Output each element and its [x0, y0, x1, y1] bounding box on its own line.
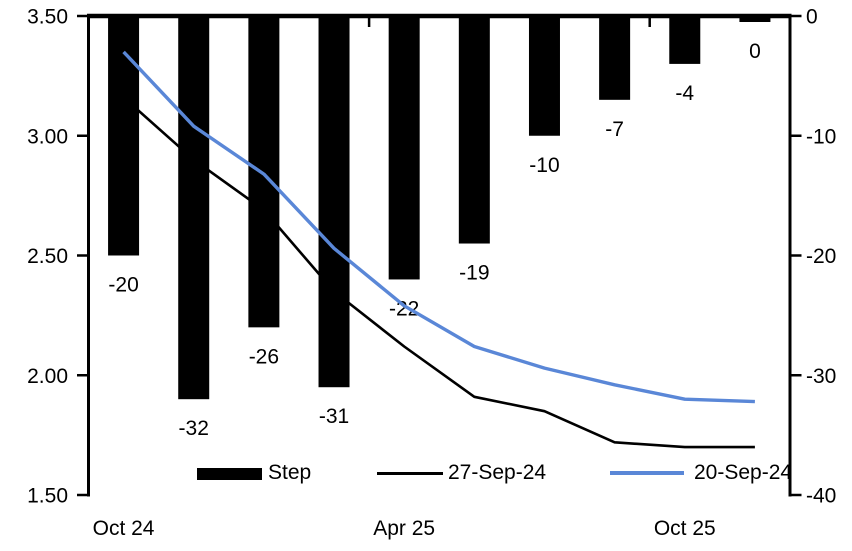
- bar-data-label: -20: [108, 274, 138, 297]
- bar-data-label: -10: [529, 154, 559, 177]
- line-series-27-Sep-24: [122, 96, 755, 449]
- step-bar: [318, 14, 350, 388]
- right-axis-label: 0: [806, 6, 818, 29]
- bar-data-label: -32: [179, 417, 209, 440]
- step-bar: [528, 14, 560, 136]
- left-axis-label: 2.50: [27, 245, 68, 268]
- bar-data-label: -19: [459, 262, 489, 285]
- bar-data-label: -22: [389, 297, 419, 320]
- right-axis-label: -40: [806, 485, 836, 508]
- legend-label-20-sep-24: 20-Sep-24: [694, 461, 793, 484]
- line-series-20-Sep-24: [122, 50, 755, 404]
- step-bar: [248, 14, 280, 328]
- x-axis-label: Oct 25: [654, 517, 716, 540]
- bar-data-label: -7: [605, 118, 624, 141]
- step-bar: [178, 14, 210, 400]
- left-axis-label: 3.00: [27, 125, 68, 148]
- step-bar: [388, 14, 420, 280]
- bar-data-label: -31: [319, 405, 349, 428]
- bar-data-label: -4: [675, 82, 694, 105]
- x-axis-label: Apr 25: [373, 517, 435, 540]
- step-bar: [669, 14, 701, 64]
- right-axis-label: -30: [806, 365, 836, 388]
- step-bar-swatch: [197, 468, 262, 480]
- right-axis-label: -10: [806, 125, 836, 148]
- step-bar: [458, 14, 490, 244]
- bar-data-label: 0: [749, 40, 761, 63]
- line2-swatch: [610, 471, 684, 475]
- left-axis-label: 3.50: [27, 6, 68, 29]
- right-axis-label: -20: [806, 245, 836, 268]
- legend-label-step: Step: [268, 461, 312, 484]
- step-bar: [599, 14, 631, 100]
- step-bar: [108, 14, 140, 256]
- bar-data-label: -26: [249, 345, 279, 368]
- left-axis-label: 2.00: [27, 365, 68, 388]
- x-axis-label: Oct 24: [93, 517, 155, 540]
- line1-swatch: [377, 472, 443, 475]
- legend-label-27-sep-24: 27-Sep-24: [448, 461, 547, 484]
- left-axis-label: 1.50: [27, 485, 68, 508]
